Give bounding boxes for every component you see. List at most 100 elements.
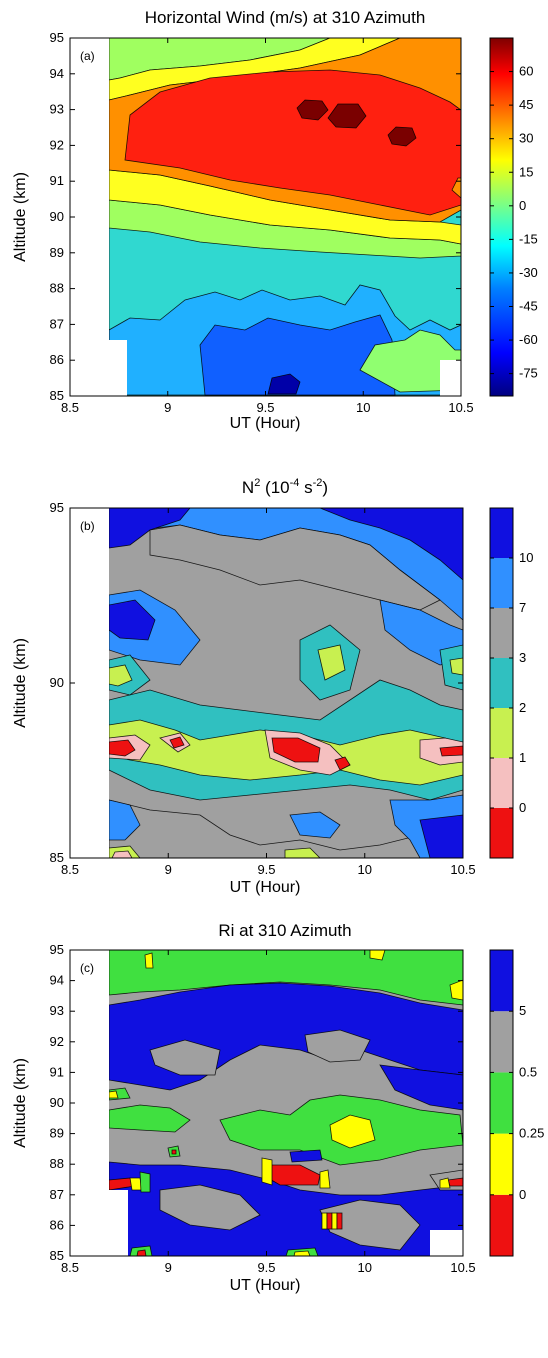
- y-tick-label: 93: [50, 1003, 64, 1018]
- colorbar-tick-label: -45: [519, 299, 538, 314]
- panel-c-fill-stripe1: [321, 1212, 328, 1230]
- panel-a-nodata-br: [440, 360, 461, 396]
- panel-b: N2 (10-4 s-2): [12, 477, 533, 896]
- panel-c-fill-yellow-spot2b: [319, 1169, 331, 1189]
- colorbar-tick-label: 45: [519, 97, 533, 112]
- panel-c-fill-blue-spot: [289, 1149, 323, 1163]
- colorbar-tick-label: 15: [519, 164, 533, 179]
- y-tick-label: 86: [50, 352, 64, 367]
- panel-a-colorbar-ticks: 60 45 30 15 0 -15 -30 -45 -60 -75: [490, 64, 538, 381]
- panel-b-fill-red-3: [334, 756, 351, 771]
- colorbar-tick-label: 30: [519, 131, 533, 146]
- panel-c-fill-green-top: [109, 949, 463, 1006]
- panel-c-fill-yellow-top: [144, 952, 154, 969]
- panel-b-fill-red-5: [169, 736, 185, 749]
- panel-b-fill-red-2: [271, 737, 321, 763]
- panel-a-fill-orange-right: [451, 177, 461, 199]
- y-tick-label: 89: [50, 245, 64, 260]
- colorbar-tick-label: 60: [519, 64, 533, 79]
- panel-b-fill-lightblue-bl: [109, 799, 141, 841]
- panel-b-fill-blue-mid: [109, 599, 156, 641]
- panel-a-contours: [109, 38, 461, 396]
- colorbar-segment: [490, 1133, 513, 1195]
- y-tick-label: 87: [50, 1187, 64, 1202]
- panel-a-colorbar: [489, 37, 514, 397]
- y-tick-label: 90: [50, 675, 64, 690]
- panel-a-nodata: [70, 38, 109, 396]
- colorbar-segment: [490, 658, 513, 708]
- y-tick-label: 95: [50, 500, 64, 515]
- panel-a-fill-darkred-3: [387, 126, 417, 147]
- x-tick-label: 9: [165, 862, 172, 877]
- x-tick-label: 10: [356, 400, 370, 415]
- colorbar-tick-label: -30: [519, 265, 538, 280]
- colorbar-segment: [490, 808, 513, 858]
- panel-c: Ri at 310 Azimuth: [12, 921, 544, 1294]
- x-tick-label: 9.5: [257, 1260, 275, 1275]
- panel-a-xlabel: UT (Hour): [230, 415, 301, 432]
- panel-a-fill-green-low: [359, 329, 461, 393]
- colorbar-segment: [490, 1072, 513, 1134]
- colorbar-tick-label: 10: [519, 550, 533, 565]
- panel-b-fill-lightblue-right: [379, 599, 463, 666]
- panel-c-fill-red-spot3: [171, 1149, 177, 1155]
- panel-c-fill-bottom-red: [136, 1249, 147, 1256]
- panel-a-tag: (a): [80, 49, 95, 63]
- panel-c-fill-yellow-top3: [369, 949, 386, 961]
- colorbar-tick-label: 0: [519, 198, 526, 213]
- colorbar-tick-label: 7: [519, 600, 526, 615]
- panel-c-fill-yellow-top2: [449, 979, 463, 1001]
- panel-c-title: Ri at 310 Azimuth: [218, 921, 351, 940]
- panel-b-fill-red-1: [109, 739, 136, 757]
- panel-a: Horizontal Wind (m/s) at 310 Azimuth: [12, 8, 538, 432]
- colorbar-tick-label: 0: [519, 800, 526, 815]
- panel-c-nodata-br: [430, 1230, 463, 1256]
- x-tick-label: 9: [164, 400, 171, 415]
- x-tick-label: 10.5: [450, 1260, 475, 1275]
- panel-c-fill-stripe2: [326, 1212, 333, 1230]
- panel-a-fill-darkred-2: [327, 103, 367, 129]
- y-tick-label: 92: [50, 137, 64, 152]
- x-tick-label: 9.5: [257, 862, 275, 877]
- panel-c-fill-gray-pocket2: [304, 1029, 371, 1063]
- panel-b-axes: 8.5 9 9.5 10 10.5 85 90 95: [50, 500, 476, 877]
- panel-b-fill-yellowgreen-3: [109, 664, 133, 687]
- y-tick-label: 92: [50, 1034, 64, 1049]
- panel-b-fill-yellowgreen-4: [449, 657, 463, 676]
- colorbar-segment: [490, 558, 513, 608]
- colorbar-tick-label: 0.5: [519, 1064, 537, 1079]
- y-tick-label: 86: [50, 1217, 64, 1232]
- panel-c-fill-stripe3: [331, 1212, 338, 1230]
- panel-a-axes: 8.5 9 9.5 10 10.5 85 86 87 88 89 90 91 92 93 94 95: [50, 30, 474, 415]
- y-tick-label: 93: [50, 102, 64, 117]
- panel-b-tag: (b): [80, 519, 95, 533]
- panel-b-fill-bottom-pink: [111, 850, 133, 858]
- panel-b-xlabel: UT (Hour): [230, 879, 301, 896]
- colorbar-frame: [489, 507, 514, 859]
- panel-b-nodata: [70, 508, 109, 858]
- panel-c-ylabel: Altitude (km): [12, 1058, 29, 1148]
- colorbar-tick-label: 5: [519, 1003, 526, 1018]
- panel-c-fill-blue-right-upper: [379, 1064, 463, 1111]
- y-tick-label: 88: [50, 281, 64, 296]
- y-tick-label: 94: [50, 66, 64, 81]
- y-tick-label: 85: [50, 388, 64, 403]
- colorbar-frame: [489, 949, 514, 1257]
- y-tick-label: 91: [50, 1064, 64, 1079]
- panel-c-xlabel: UT (Hour): [230, 1277, 301, 1294]
- colorbar-segment: [490, 708, 513, 758]
- panel-b-fill-bottom-mix2: [284, 847, 321, 858]
- panel-a-ylabel: Altitude (km): [12, 172, 29, 262]
- panel-c-fill-yellow-right: [439, 1177, 451, 1189]
- panel-c-nodata: [70, 950, 109, 1256]
- y-tick-label: 90: [50, 1095, 64, 1110]
- colorbar-tick-label: 1: [519, 750, 526, 765]
- y-tick-label: 85: [50, 850, 64, 865]
- colorbar-tick-label: 2: [519, 700, 526, 715]
- panel-c-fill-gray-lower1: [159, 1184, 261, 1231]
- colorbar-tick-label: -75: [519, 366, 538, 381]
- x-tick-label: 10: [358, 862, 372, 877]
- colorbar-tick-label: 3: [519, 650, 526, 665]
- y-tick-label: 88: [50, 1156, 64, 1171]
